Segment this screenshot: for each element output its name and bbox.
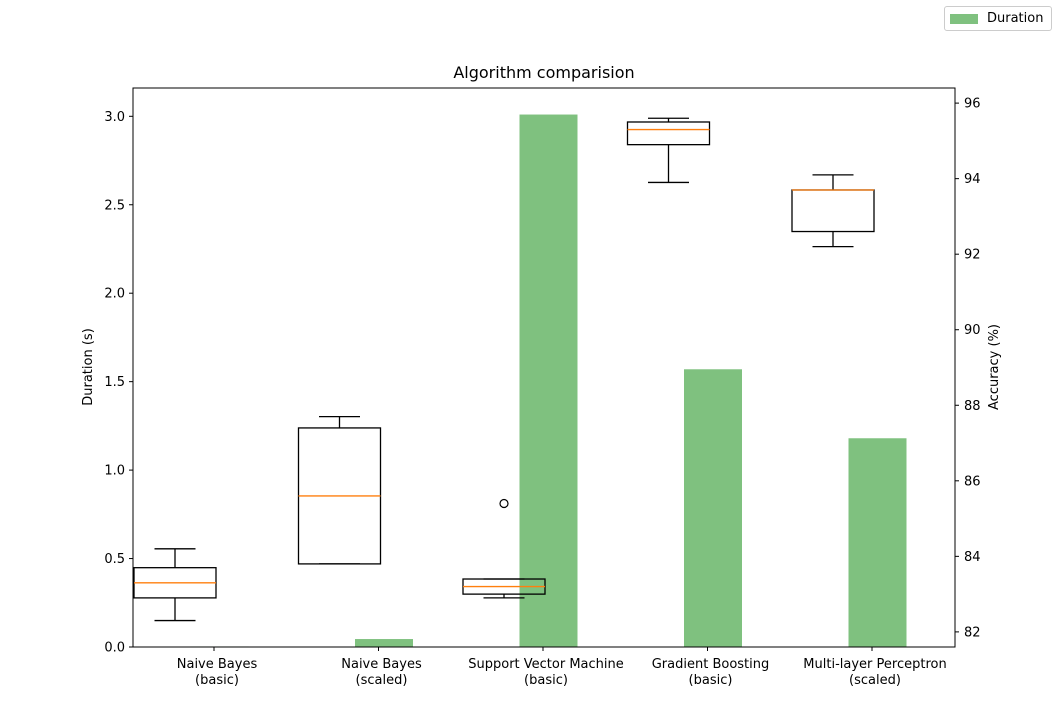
right-tick-label: 92 bbox=[964, 248, 981, 263]
legend: Duration bbox=[944, 6, 1052, 31]
duration-bars bbox=[190, 114, 907, 648]
left-axis-label: Duration (s) bbox=[81, 328, 96, 406]
boxplot-4 bbox=[791, 174, 875, 248]
boxplot-flier bbox=[499, 498, 509, 509]
right-axis-label: Accuracy (%) bbox=[987, 324, 1002, 410]
x-tick-label: (scaled) bbox=[849, 673, 901, 688]
left-tick-label: 3.0 bbox=[104, 110, 125, 125]
boxplot-box bbox=[626, 121, 711, 146]
duration-bar-3 bbox=[684, 369, 742, 647]
x-tick-label: Gradient Boosting bbox=[652, 657, 770, 672]
boxplot-box bbox=[791, 189, 875, 233]
legend-label-duration: Duration bbox=[987, 11, 1044, 26]
chart-title: Algorithm comparision bbox=[453, 63, 634, 82]
right-tick-label: 96 bbox=[964, 97, 981, 112]
boxplot-3 bbox=[626, 117, 711, 184]
right-tick-label: 86 bbox=[964, 474, 981, 489]
x-tick-label: Naive Bayes bbox=[341, 657, 422, 672]
left-tick-label: 0.5 bbox=[104, 552, 125, 567]
right-axis: 82 84 86 88 90 92 94 96 bbox=[955, 97, 981, 640]
x-tick-label: Multi-layer Perceptron bbox=[803, 657, 946, 672]
boxplot-2 bbox=[462, 498, 546, 599]
right-tick-label: 90 bbox=[964, 323, 981, 338]
right-tick-label: 94 bbox=[964, 172, 981, 187]
x-tick-label: (basic) bbox=[195, 673, 239, 688]
left-tick-label: 0.0 bbox=[104, 641, 125, 656]
right-tick-label: 88 bbox=[964, 399, 981, 414]
duration-bar-2 bbox=[519, 114, 578, 648]
left-tick-label: 2.0 bbox=[104, 287, 125, 302]
legend-swatch-duration bbox=[950, 13, 978, 24]
right-tick-label: 84 bbox=[964, 550, 981, 565]
duration-bar-1 bbox=[355, 639, 413, 647]
x-tick-label: (basic) bbox=[689, 673, 733, 688]
plot-frame bbox=[132, 87, 956, 648]
accuracy-boxplots bbox=[133, 117, 875, 622]
left-axis: 0.0 0.5 1.0 1.5 2.0 2.5 3.0 bbox=[104, 110, 133, 656]
right-tick-label: 82 bbox=[964, 625, 981, 640]
boxplot-0 bbox=[133, 548, 217, 622]
left-tick-label: 1.0 bbox=[104, 464, 125, 479]
boxplot-1 bbox=[297, 415, 382, 565]
x-tick-label: (scaled) bbox=[356, 673, 408, 688]
x-tick-label: Support Vector Machine bbox=[468, 657, 624, 672]
left-tick-label: 2.5 bbox=[104, 198, 125, 213]
x-axis: Naive Bayes(basic)Naive Bayes(scaled)Sup… bbox=[177, 647, 947, 688]
duration-bar-4 bbox=[848, 438, 907, 647]
x-tick-label: Naive Bayes bbox=[177, 657, 258, 672]
left-tick-label: 1.5 bbox=[104, 375, 125, 390]
x-tick-label: (basic) bbox=[524, 673, 568, 688]
